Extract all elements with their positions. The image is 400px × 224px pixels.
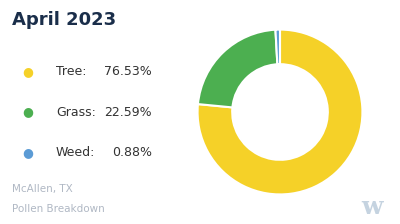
Text: 22.59%: 22.59% [104,106,152,118]
Text: w: w [361,195,383,219]
Text: Tree:: Tree: [56,65,86,78]
Text: ●: ● [22,65,34,78]
Text: April 2023: April 2023 [12,11,116,29]
Text: Weed:: Weed: [56,146,95,159]
Wedge shape [198,30,277,108]
Text: 0.88%: 0.88% [112,146,152,159]
Text: ●: ● [22,106,34,118]
Wedge shape [276,30,280,64]
Wedge shape [198,30,362,194]
Text: McAllen, TX: McAllen, TX [12,184,73,194]
Text: ●: ● [22,146,34,159]
Text: Pollen Breakdown: Pollen Breakdown [12,204,105,214]
Text: Grass:: Grass: [56,106,96,118]
Text: 76.53%: 76.53% [104,65,152,78]
